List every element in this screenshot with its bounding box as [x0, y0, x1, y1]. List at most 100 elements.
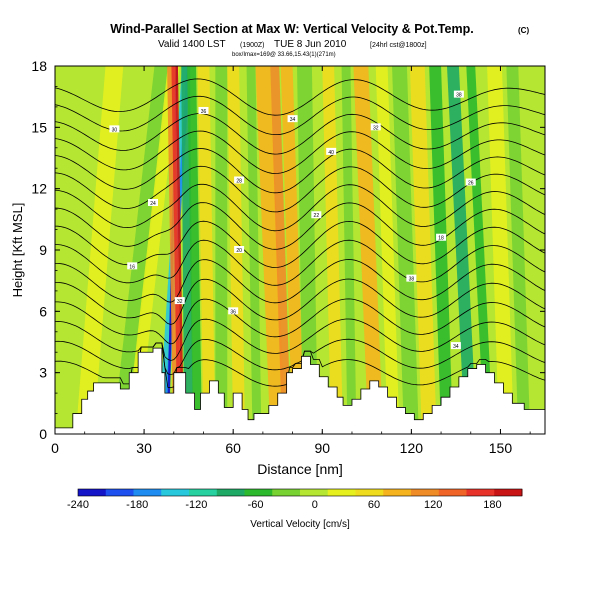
- velocity-band-11: [197, 66, 216, 434]
- velocity-band-24: [409, 66, 437, 434]
- colorbar-tick-label: -60: [248, 499, 264, 511]
- colorbar-tick-label: -180: [126, 499, 148, 511]
- svg-text:38: 38: [456, 93, 462, 99]
- isentrope-label: 20: [234, 246, 245, 254]
- plot-area: 38 32 36 34 40 30 28 26 24 22 20 18 16 38 32 36 34: [55, 66, 545, 434]
- svg-text:26: 26: [468, 181, 474, 187]
- chart-title: Wind-Parallel Section at Max W: Vertical…: [110, 22, 473, 36]
- subtitle-valid: Valid 1400 LST: [158, 39, 226, 50]
- colorbar-frame: [77, 488, 523, 497]
- velocity-band-14: [246, 66, 262, 434]
- svg-text:20: 20: [236, 248, 242, 254]
- svg-text:32: 32: [177, 299, 183, 305]
- isentrope-label: 34: [287, 115, 298, 123]
- colorbar: -240 -180 -120 -60 0 60 120 180: [67, 488, 523, 511]
- velocity-band-16: [270, 66, 292, 434]
- isentrope-line-12: [55, 130, 545, 174]
- colorbar-swatch: [355, 489, 384, 496]
- colorbar-swatch: [105, 489, 134, 496]
- svg-text:18: 18: [438, 236, 444, 242]
- velocity-band-18: [297, 66, 318, 434]
- y-tick-label: 9: [39, 242, 47, 258]
- velocity-band-29: [506, 66, 531, 434]
- colorbar-tick-label: -120: [185, 499, 207, 511]
- isentrope-label: 22: [311, 211, 322, 219]
- isentrope-line-10: [55, 165, 545, 213]
- isentrope-line-4: [55, 278, 545, 325]
- colorbar-swatch: [466, 489, 495, 496]
- chart-subtitle-small: box/Imax=169@ 33.66,15.43(1)(271m): [232, 52, 336, 58]
- velocity-band-1: [112, 66, 170, 434]
- velocity-band-21: [353, 66, 384, 434]
- velocity-band-26: [447, 66, 477, 434]
- isentrope-label: 24: [148, 198, 158, 207]
- svg-text:16: 16: [129, 264, 135, 270]
- y-tick-label: 15: [31, 119, 47, 135]
- isentrope-line-8: [55, 202, 545, 250]
- svg-text:38: 38: [409, 277, 415, 283]
- isentrope-label: 40: [326, 147, 337, 156]
- isentrope-label: 16: [127, 262, 138, 270]
- subtitle-date: TUE 8 Jun 2010: [274, 39, 347, 50]
- colorbar-swatch: [300, 489, 329, 496]
- colorbar-swatch: [189, 489, 218, 496]
- x-axis-label: Distance [nm]: [257, 461, 343, 477]
- velocity-band-8: [175, 66, 184, 434]
- isentrope-label: 38: [453, 90, 464, 99]
- colorbar-swatch: [133, 489, 162, 496]
- isentrope-line-13: [55, 113, 545, 155]
- velocity-band-28: [487, 66, 514, 434]
- velocity-band-0: [75, 66, 124, 434]
- isentrope-line-1: [55, 338, 545, 376]
- colorbar-tick-label: -240: [67, 499, 89, 511]
- subtitle-run: [24hrl cst@1800z]: [370, 42, 427, 49]
- colorbar-tick-label: 120: [424, 499, 442, 511]
- colorbar-swatch: [383, 489, 412, 496]
- colorbar-swatch: [411, 489, 440, 496]
- velocity-band-20: [341, 66, 357, 434]
- chart-title-badge: (C): [518, 26, 529, 35]
- svg-text:40: 40: [328, 150, 334, 156]
- terrain-mask: [55, 347, 545, 434]
- colorbar-swatch: [161, 489, 190, 496]
- isentrope-label: 32: [370, 123, 381, 131]
- colorbar-swatch: [216, 489, 245, 496]
- potential-temperature-contours: [55, 78, 545, 389]
- svg-text:28: 28: [236, 178, 242, 184]
- svg-text:22: 22: [314, 213, 320, 219]
- isentrope-label: 36: [198, 106, 209, 115]
- velocity-band-10: [187, 66, 202, 434]
- y-tick-label: 12: [31, 181, 47, 197]
- isentrope-labels: 38 32 36 34 40 30 28 26 24 22 20 18 16 38 32 36 34: [109, 90, 476, 350]
- svg-text:36: 36: [230, 309, 236, 315]
- velocity-band-15: [255, 66, 286, 434]
- x-tick-label: 90: [314, 440, 330, 456]
- svg-text:24: 24: [150, 201, 156, 207]
- isentrope-label: 26: [465, 178, 476, 187]
- velocity-band-2: [126, 66, 180, 434]
- svg-text:34: 34: [453, 344, 459, 350]
- colorbar-tick-label: 180: [483, 499, 501, 511]
- colorbar-swatch: [244, 489, 273, 496]
- svg-text:36: 36: [201, 109, 207, 115]
- chart-subtitle: Valid 1400 LST (1900Z) TUE 8 Jun 2010 [2…: [158, 39, 427, 50]
- isentrope-line-3: [55, 298, 545, 345]
- y-axis-label: Height [Kft MSL]: [10, 203, 25, 298]
- colorbar-label: Vertical Velocity [cm/s]: [250, 519, 350, 530]
- isentrope-line-2: [55, 318, 545, 361]
- y-tick-label: 18: [31, 58, 47, 74]
- colorbar-swatch: [494, 489, 523, 496]
- colorbar-swatch: [327, 489, 356, 496]
- y-tick-label: 0: [39, 426, 47, 442]
- isentrope-label: 36: [228, 307, 239, 315]
- y-axis: 0 36 9 12 15 18: [31, 58, 545, 442]
- svg-text:34: 34: [290, 117, 296, 123]
- velocity-bands: [75, 66, 531, 434]
- x-tick-label: 150: [489, 440, 513, 456]
- svg-text:30: 30: [112, 127, 118, 133]
- isentrope-label: 30: [109, 125, 120, 133]
- colorbar-tick-label: 60: [368, 499, 380, 511]
- x-tick-label: 30: [136, 440, 152, 456]
- isentrope-label: 32: [174, 297, 185, 305]
- x-axis: 0 30 60 90 120 150: [51, 66, 531, 456]
